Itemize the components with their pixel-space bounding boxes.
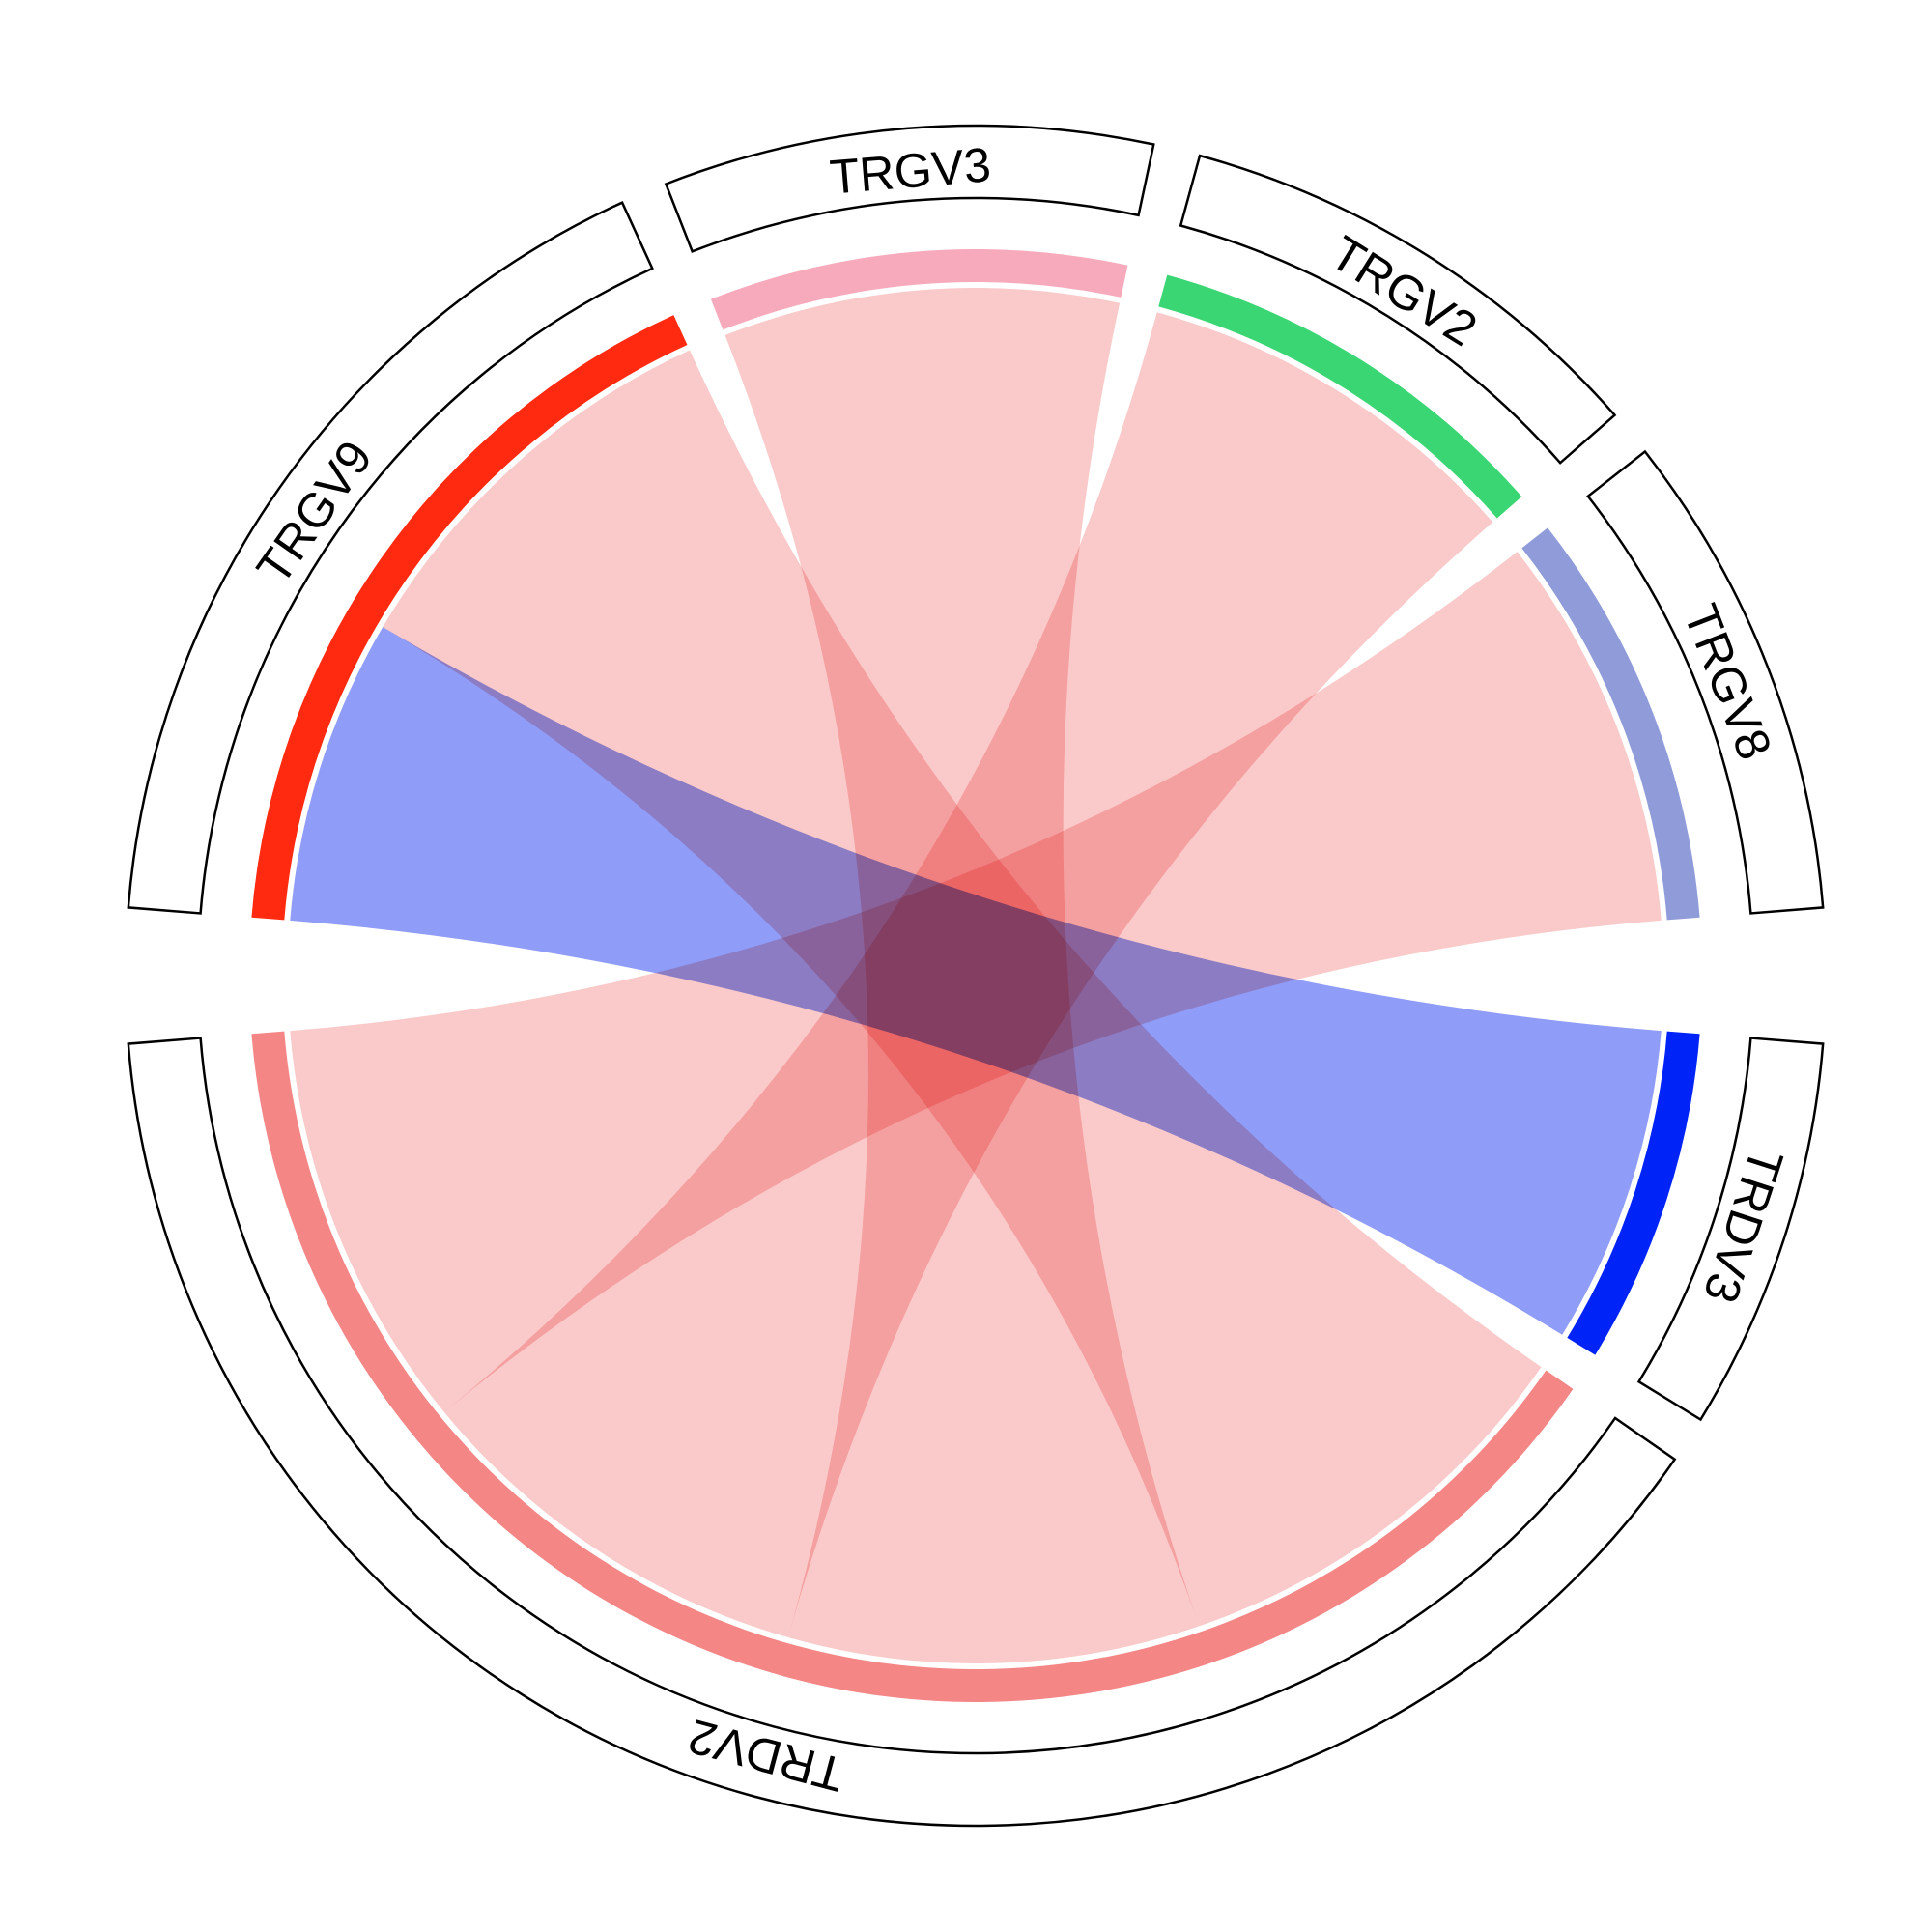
sector-label-trgv3: TRGV3 (828, 137, 993, 204)
sector-bar-trgv3 (710, 248, 1128, 330)
sector-frame-trgv2 (1179, 154, 1617, 465)
sector-bar-trgv2 (1158, 274, 1522, 519)
sector-frame-trgv8 (1586, 449, 1825, 915)
sector-bar-trdv3 (1567, 1031, 1700, 1355)
sector-bar-trgv8 (1521, 527, 1700, 921)
sectors-layer (127, 124, 1825, 1828)
chord-link-trgv8-trdv2 (290, 552, 1662, 1412)
sector-frame-trgv9 (127, 201, 654, 915)
sector-frame-trdv2 (127, 1037, 1677, 1828)
sector-frame-trgv3 (664, 124, 1155, 253)
links-layer (290, 288, 1662, 1663)
sector-frame-trdv3 (1636, 1037, 1825, 1422)
